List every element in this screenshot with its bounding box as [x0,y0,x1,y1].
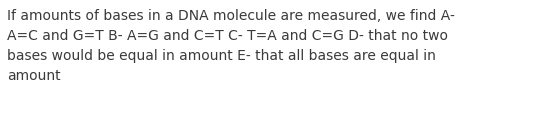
Text: If amounts of bases in a DNA molecule are measured, we find A-
A=C and G=T B- A=: If amounts of bases in a DNA molecule ar… [7,9,455,83]
